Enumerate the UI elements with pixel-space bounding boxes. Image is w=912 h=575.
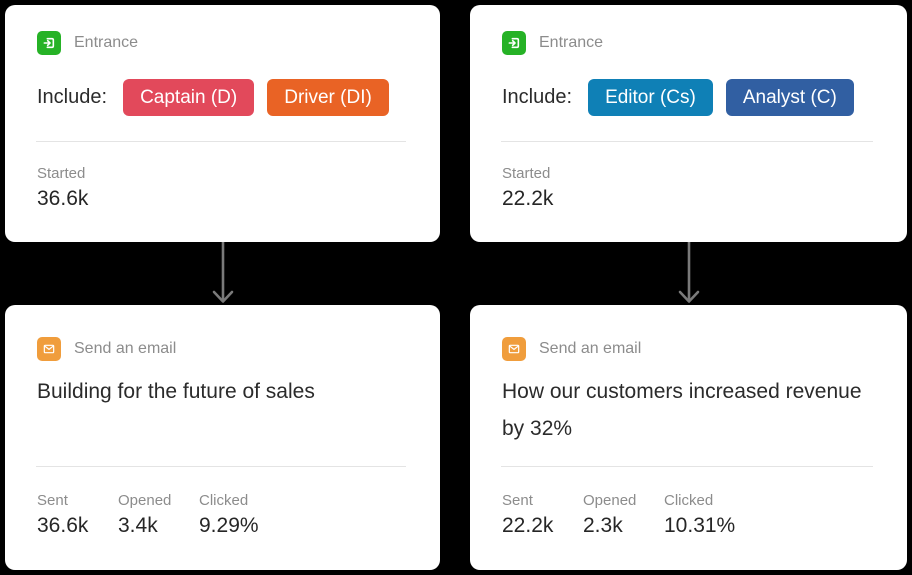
email-icon [502, 337, 526, 361]
stat-label: Opened [118, 492, 172, 509]
stat-value: 3.4k [118, 514, 158, 537]
tag-editor-cs[interactable]: Editor (Cs) [588, 79, 713, 116]
node-type-label: Send an email [74, 340, 177, 357]
stat-sent: Sent 36.6k [37, 492, 118, 538]
stat-started: Started 36.6k [37, 165, 88, 211]
email-title: How our customers increased revenue by 3… [502, 380, 862, 440]
stat-value: 22.2k [502, 187, 554, 210]
divider [36, 466, 406, 467]
stat-value: 10.31% [664, 514, 736, 537]
stat-label: Clicked [199, 492, 249, 509]
stat-label: Started [37, 165, 86, 182]
connector-arrow-right [678, 242, 700, 303]
connector-arrow-left [212, 242, 234, 303]
stat-label: Sent [502, 492, 533, 509]
stats-row: Sent 22.2k Opened 2.3k Clicked 10.31% [502, 492, 745, 538]
stat-value: 36.6k [37, 514, 89, 537]
include-row: Include: Editor (Cs) Analyst (C) [502, 79, 867, 116]
stat-value: 2.3k [583, 514, 623, 537]
node-type-label: Send an email [539, 340, 642, 357]
node-header: Entrance [37, 31, 138, 55]
tag-driver-di[interactable]: Driver (DI) [267, 79, 389, 116]
entrance-node-right[interactable]: Entrance Include: Editor (Cs) Analyst (C… [470, 5, 907, 242]
divider [36, 141, 406, 142]
stat-clicked: Clicked 9.29% [199, 492, 280, 538]
entrance-icon [502, 31, 526, 55]
tag-captain-d[interactable]: Captain (D) [123, 79, 255, 116]
stat-label: Started [502, 165, 551, 182]
node-type-label: Entrance [539, 34, 604, 51]
entrance-icon [37, 31, 61, 55]
tag-analyst-c[interactable]: Analyst (C) [725, 79, 854, 116]
email-node-left[interactable]: Send an email Building for the future of… [5, 305, 440, 570]
email-title: Building for the future of sales [37, 380, 315, 403]
divider [501, 141, 873, 142]
stat-clicked: Clicked 10.31% [664, 492, 745, 538]
stat-opened: Opened 3.4k [118, 492, 199, 538]
email-node-right[interactable]: Send an email How our customers increase… [470, 305, 907, 570]
node-header: Entrance [502, 31, 603, 55]
stat-label: Opened [583, 492, 637, 509]
stat-value: 36.6k [37, 187, 89, 210]
node-header: Send an email [37, 337, 176, 361]
stat-label: Sent [37, 492, 68, 509]
stat-started: Started 22.2k [502, 165, 553, 211]
stat-opened: Opened 2.3k [583, 492, 664, 538]
stat-sent: Sent 22.2k [502, 492, 583, 538]
include-label: Include: [37, 86, 108, 108]
divider [501, 466, 873, 467]
include-row: Include: Captain (D) Driver (DI) [37, 79, 402, 116]
stat-label: Clicked [664, 492, 714, 509]
node-header: Send an email [502, 337, 641, 361]
node-type-label: Entrance [74, 34, 139, 51]
email-icon [37, 337, 61, 361]
stat-value: 22.2k [502, 514, 554, 537]
stats-row: Sent 36.6k Opened 3.4k Clicked 9.29% [37, 492, 280, 538]
stat-value: 9.29% [199, 514, 259, 537]
include-label: Include: [502, 86, 573, 108]
entrance-node-left[interactable]: Entrance Include: Captain (D) Driver (DI… [5, 5, 440, 242]
